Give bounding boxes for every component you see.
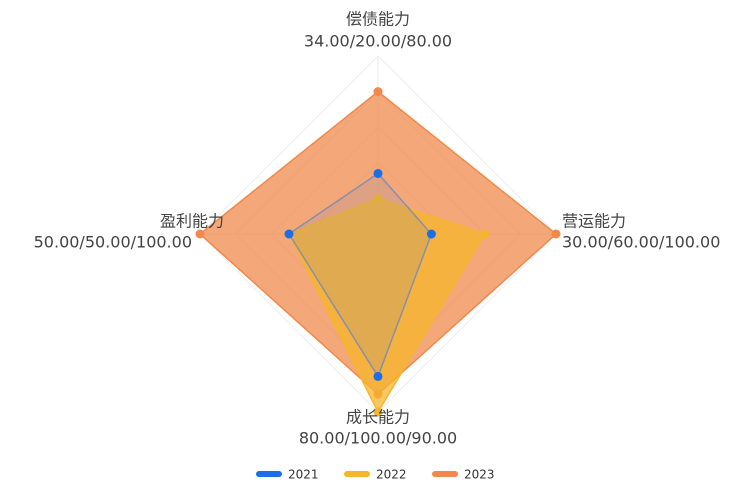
radar-point [480,229,490,239]
legend-label: 2022 [376,468,407,482]
legend-swatch [256,471,282,477]
indicator-value: 50.00/50.00/100.00 [34,233,192,252]
legend-swatch [344,471,370,477]
indicator-value: 80.00/100.00/90.00 [299,429,457,448]
radar-point [426,229,436,239]
radar-point [551,229,561,239]
radar-point [373,193,383,203]
radar-point [284,229,294,239]
radar-point [373,407,383,417]
indicator-name: 成长能力 [346,408,410,427]
radar-point [373,168,383,178]
indicator-name: 营运能力 [562,212,626,231]
radar-point [373,371,383,381]
radar-point [373,87,383,97]
indicator-value: 34.00/20.00/80.00 [304,32,452,51]
indicator-name: 盈利能力 [160,212,224,231]
indicator-value: 30.00/60.00/100.00 [562,233,720,252]
legend-label: 2023 [464,468,495,482]
radar-point [195,229,205,239]
legend-label: 2021 [288,468,319,482]
indicator-name: 偿债能力 [346,10,410,29]
legend-swatch [432,471,458,477]
